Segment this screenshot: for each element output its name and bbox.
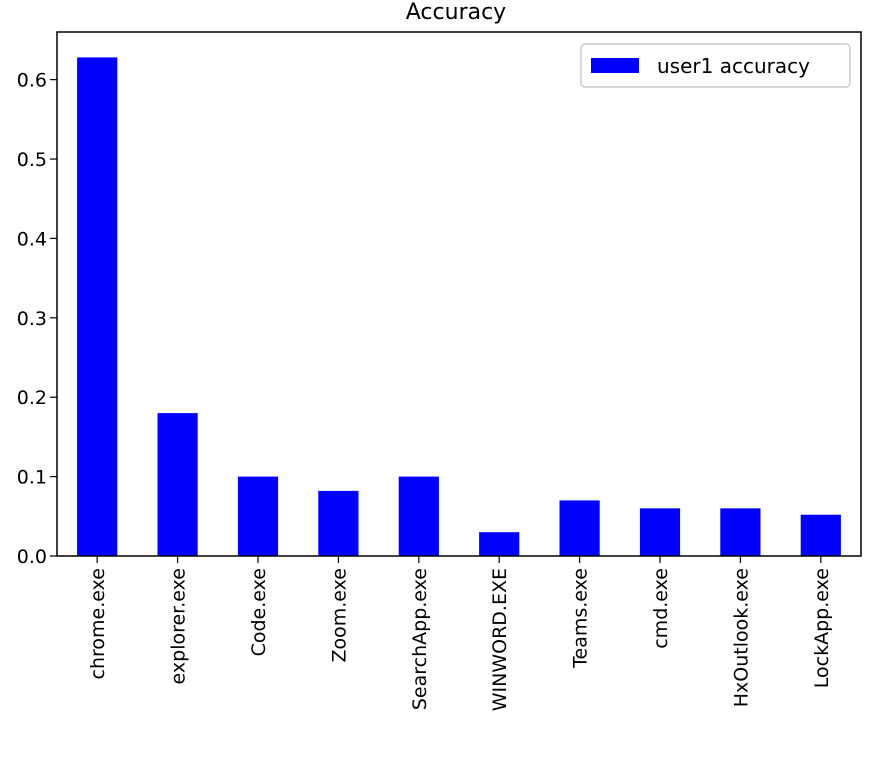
y-tick-label: 0.0 (17, 546, 47, 568)
y-axis: 0.0 0.1 0.2 0.3 0.4 0.5 0.6 (17, 70, 57, 568)
y-tick-label: 0.2 (17, 387, 47, 409)
y-tick-label: 0.3 (17, 308, 47, 330)
x-tick-label: WINWORD.EXE (489, 568, 511, 711)
y-tick-label: 0.4 (17, 228, 47, 250)
x-tick-label: Code.exe (248, 568, 270, 656)
x-tick-label: cmd.exe (650, 568, 672, 649)
x-tick-label: chrome.exe (87, 568, 109, 679)
bar-HxOutlook.exe (720, 508, 761, 556)
legend: user1 accuracy (580, 43, 851, 88)
bar-chrome.exe (77, 57, 118, 556)
bar-Code.exe (237, 476, 279, 556)
bar-SearchApp.exe (398, 476, 439, 556)
bar-WINWORD.EXE (479, 532, 520, 556)
bar-explorer.exe (157, 413, 198, 556)
x-axis: chrome.exe explorer.exe Code.exe Zoom.exe Se… (87, 556, 833, 711)
bar-cmd.exe (639, 508, 681, 556)
x-tick-label: Teams.exe (570, 568, 592, 669)
x-tick-label: Zoom.exe (328, 568, 350, 663)
y-tick-label: 0.5 (17, 149, 47, 171)
y-tick-label: 0.6 (17, 70, 47, 92)
x-tick-label: HxOutlook.exe (730, 568, 752, 707)
plot-frame (56, 31, 862, 557)
bar-series (77, 57, 841, 556)
legend-swatch (591, 58, 639, 73)
x-tick-label: LockApp.exe (811, 568, 833, 688)
bar-Zoom.exe (318, 490, 359, 556)
legend-label: user1 accuracy (657, 54, 810, 78)
x-tick-label: SearchApp.exe (409, 568, 431, 710)
chart-title: Accuracy (406, 0, 506, 25)
legend-box (580, 43, 851, 88)
bar-LockApp.exe (800, 514, 841, 556)
y-tick-label: 0.1 (17, 467, 47, 489)
x-tick-label: explorer.exe (168, 568, 190, 684)
bar-Teams.exe (559, 500, 600, 556)
